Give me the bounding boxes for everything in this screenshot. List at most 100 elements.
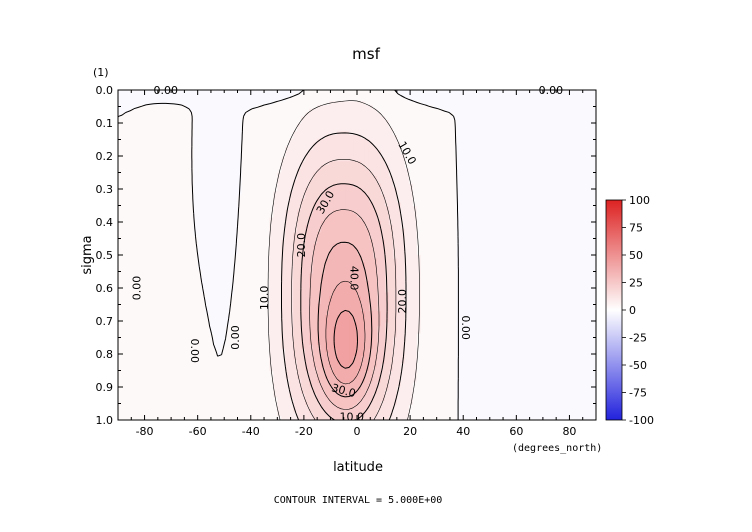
- contour-fill-cell: [464, 240, 470, 245]
- contour-fill-cell: [249, 240, 255, 245]
- contour-fill-cell: [177, 97, 183, 102]
- contour-fill-cell: [269, 112, 274, 117]
- contour-fill-cell: [396, 225, 402, 230]
- contour-fill-cell: [488, 123, 494, 129]
- contour-fill-cell: [245, 97, 251, 102]
- contour-fill-cell: [476, 146, 482, 151]
- contour-fill-cell: [333, 108, 338, 114]
- contour-fill-cell: [376, 176, 382, 181]
- contour-fill-cell: [205, 97, 211, 102]
- contour-fill-cell: [273, 228, 278, 234]
- contour-fill-cell: [213, 236, 219, 241]
- contour-fill-cell: [376, 232, 382, 237]
- contour-fill-cell: [357, 165, 362, 170]
- contour-fill-cell: [137, 183, 143, 189]
- contour-fill-cell: [118, 195, 123, 200]
- contour-fill-cell: [165, 157, 171, 162]
- contour-fill-cell: [584, 146, 589, 151]
- contour-fill-cell: [392, 146, 398, 151]
- contour-fill-cell: [544, 198, 549, 204]
- contour-fill-cell: [372, 146, 378, 151]
- contour-fill-cell: [257, 146, 262, 151]
- contour-fill-cell: [456, 142, 462, 147]
- contour-fill-cell: [213, 191, 219, 196]
- contour-fill-cell: [592, 120, 596, 125]
- contour-fill-cell: [145, 97, 151, 102]
- contour-fill-cell: [229, 161, 235, 166]
- contour-fill-cell: [432, 232, 438, 237]
- contour-fill-cell: [137, 157, 143, 162]
- contour-fill-cell: [305, 101, 310, 106]
- contour-fill-cell: [321, 150, 326, 155]
- contour-fill-cell: [460, 116, 466, 121]
- contour-fill-cell: [153, 116, 159, 121]
- contour-fill-cell: [221, 153, 227, 159]
- contour-fill-cell: [460, 221, 466, 226]
- contour-fill-cell: [297, 97, 302, 102]
- contour-fill-cell: [357, 153, 362, 159]
- contour-fill-cell: [225, 123, 231, 129]
- contour-fill-cell: [321, 108, 326, 114]
- contour-fill-cell: [145, 187, 151, 192]
- contour-fill-cell: [169, 206, 175, 211]
- contour-fill-cell: [329, 108, 334, 114]
- contour-fill-cell: [329, 127, 334, 132]
- contour-fill-cell: [289, 157, 294, 162]
- contour-fill-cell: [556, 217, 561, 222]
- contour-fill-cell: [261, 232, 266, 237]
- contour-fill-cell: [249, 157, 255, 162]
- contour-fill-cell: [229, 232, 235, 237]
- contour-fill-cell: [388, 236, 394, 241]
- contour-fill-cell: [436, 157, 442, 162]
- contour-fill-cell: [564, 135, 569, 140]
- contour-fill-cell: [345, 217, 350, 222]
- contour-fill-cell: [492, 206, 498, 211]
- contour-fill-cell: [376, 135, 382, 140]
- contour-fill-cell: [388, 157, 394, 162]
- contour-fill-cell: [592, 150, 596, 155]
- contour-fill-cell: [221, 157, 227, 162]
- contour-fill-cell: [313, 210, 318, 215]
- contour-fill-cell: [349, 221, 354, 226]
- contour-fill-cell: [416, 135, 422, 140]
- contour-fill-cell: [185, 210, 191, 215]
- contour-fill-cell: [169, 138, 175, 144]
- contour-fill-cell: [225, 176, 231, 181]
- contour-fill-cell: [508, 120, 513, 125]
- contour-fill-cell: [118, 180, 123, 185]
- contour-fill-cell: [125, 138, 131, 144]
- contour-fill-cell: [440, 112, 446, 117]
- contour-fill-cell: [169, 236, 175, 241]
- contour-fill-cell: [524, 225, 529, 230]
- contour-fill-cell: [440, 206, 446, 211]
- contour-fill-cell: [580, 157, 585, 162]
- contour-fill-cell: [193, 157, 199, 162]
- contour-fill-cell: [440, 202, 446, 207]
- contour-fill-cell: [157, 150, 163, 155]
- contour-fill-cell: [289, 243, 294, 249]
- contour-fill-cell: [209, 120, 215, 125]
- contour-fill-cell: [257, 228, 262, 234]
- contour-fill-cell: [572, 101, 577, 106]
- contour-fill-cell: [452, 165, 458, 170]
- contour-fill-cell: [233, 112, 239, 117]
- contour-fill-cell: [349, 236, 354, 241]
- contour-fill-cell: [472, 131, 478, 136]
- contour-fill-cell: [217, 146, 223, 151]
- contour-fill-cell: [576, 213, 581, 219]
- contour-fill-cell: [536, 225, 541, 230]
- contour-fill-cell: [141, 93, 147, 99]
- contour-fill-cell: [404, 108, 410, 114]
- contour-fill-cell: [384, 176, 390, 181]
- contour-fill-cell: [289, 206, 294, 211]
- contour-fill-cell: [329, 157, 334, 162]
- contour-fill-cell: [380, 150, 386, 155]
- contour-fill-cell: [249, 217, 255, 222]
- contour-fill-cell: [452, 176, 458, 181]
- contour-fill-cell: [161, 138, 167, 144]
- contour-fill-cell: [548, 108, 553, 114]
- contour-fill-cell: [349, 202, 354, 207]
- contour-fill-cell: [345, 172, 350, 177]
- contour-fill-cell: [349, 105, 354, 110]
- contour-fill-cell: [516, 138, 521, 144]
